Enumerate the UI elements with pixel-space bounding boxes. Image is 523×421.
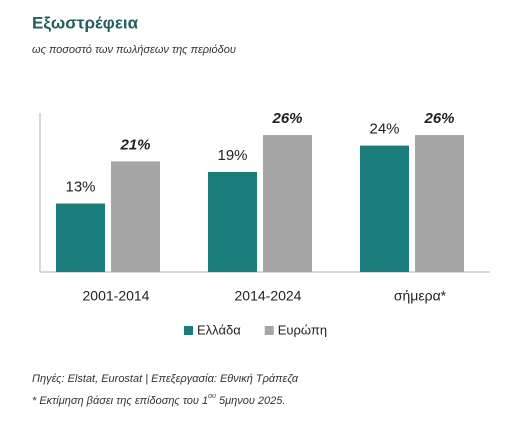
source-note: Πηγές: Elstat, Eurostat | Επεξεργασία: Ε… [32,373,299,385]
footnote-text: 5μηνου 2025. [216,395,286,407]
legend-label: Ευρώπη [278,322,327,337]
chart-subtitle: ως ποσοστό των πωλήσεων της περιόδου [32,44,236,56]
data-label: 24% [369,121,399,138]
chart-title: Εξωστρέφεια [32,13,139,32]
legend-swatch [184,326,193,335]
bar [360,145,409,272]
footnote-text: * Εκτίμηση βάσει της επίδοσης του 1 [32,395,208,407]
footnote: * Εκτίμηση βάσει της επίδοσης του 1ου 5μ… [32,393,285,407]
bar [111,161,160,272]
data-label: 26% [423,110,454,127]
bar [415,135,464,272]
footnote-sup: ου [208,393,216,400]
x-tick-label: 2014-2024 [235,288,302,304]
bar [263,135,312,272]
data-label: 19% [217,147,247,164]
data-label: 26% [271,110,302,127]
legend-label: Ελλάδα [197,322,241,337]
legend-swatch [264,326,274,335]
x-tick-label: σήμερα* [394,288,447,304]
bar [56,203,105,272]
bar [208,171,257,272]
data-label: 13% [65,179,95,196]
data-label: 21% [119,136,150,153]
x-tick-label: 2001-2014 [83,288,150,304]
